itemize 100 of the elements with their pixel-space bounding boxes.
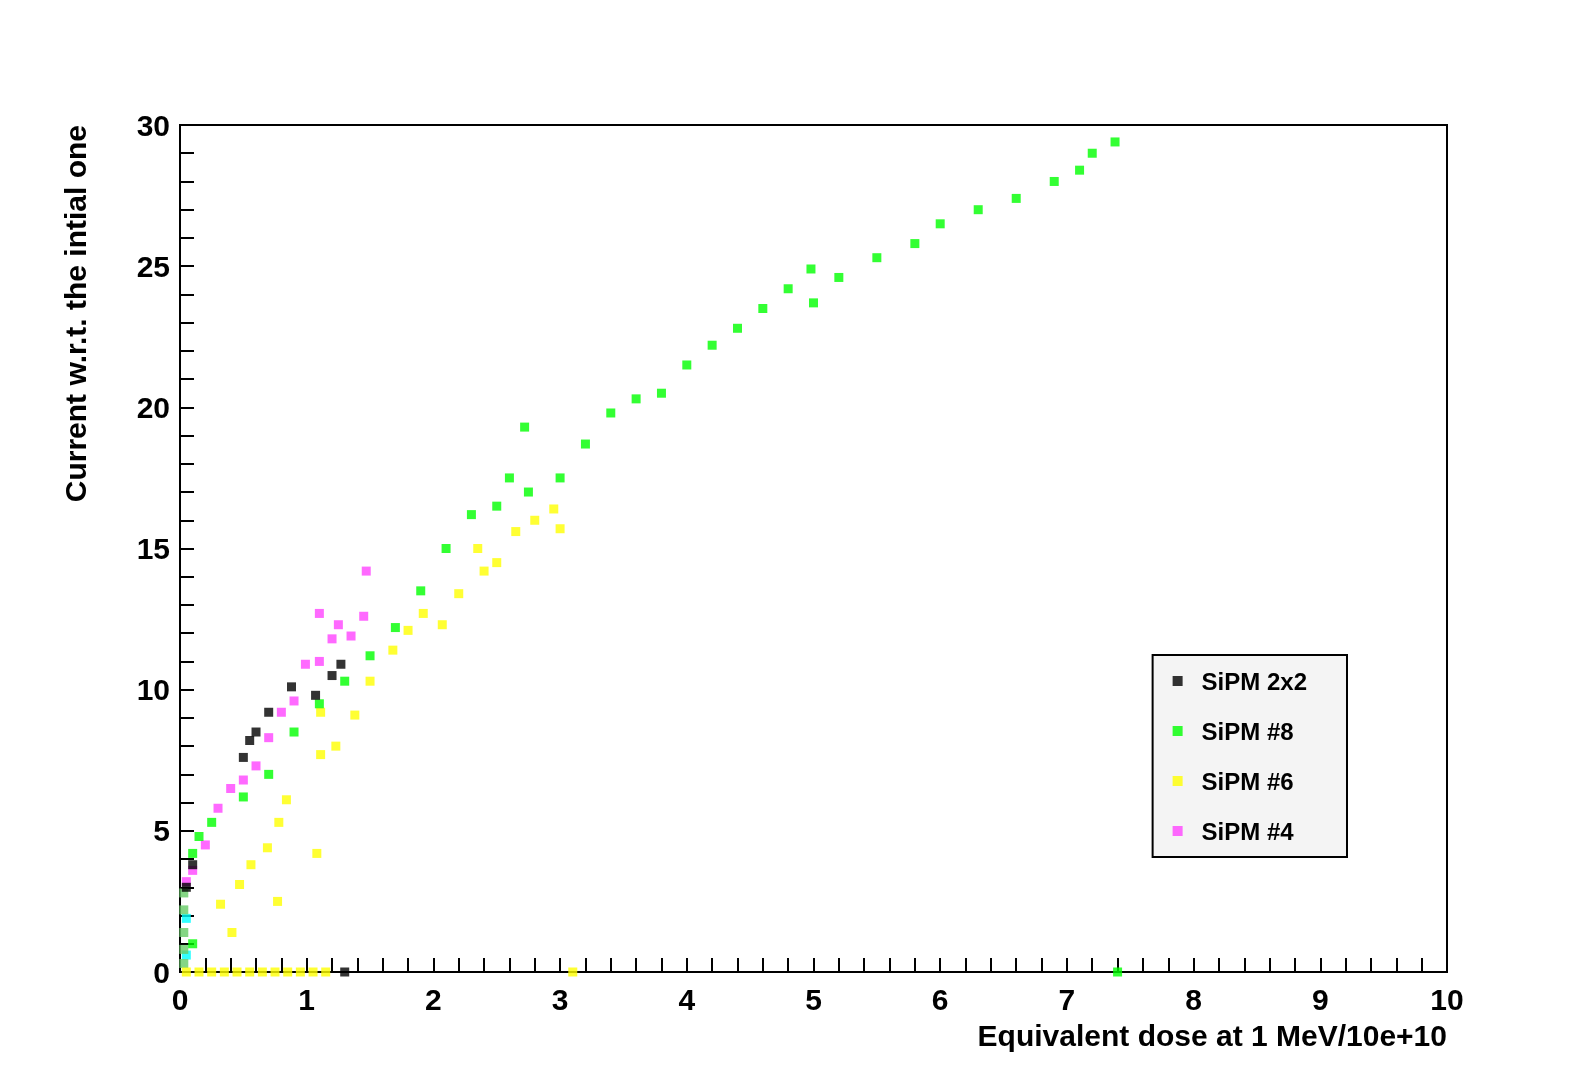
- point: [504, 473, 514, 483]
- point: [281, 795, 291, 805]
- point: [300, 659, 310, 669]
- y-tick-label: 5: [153, 814, 170, 848]
- point: [1075, 165, 1085, 175]
- point: [1049, 176, 1059, 186]
- point: [454, 589, 464, 599]
- point: [1110, 137, 1120, 147]
- y-tick-label: 30: [136, 108, 170, 142]
- point: [316, 707, 326, 717]
- point: [283, 967, 293, 977]
- point: [227, 927, 237, 937]
- point: [568, 967, 578, 977]
- point: [321, 967, 331, 977]
- point: [312, 848, 322, 858]
- point: [555, 524, 565, 534]
- point: [287, 682, 296, 692]
- point: [188, 860, 198, 870]
- point: [200, 840, 210, 850]
- point: [441, 544, 451, 553]
- point: [264, 707, 274, 717]
- y-tick-label: 25: [136, 249, 170, 283]
- point: [194, 967, 204, 977]
- point: [245, 735, 255, 745]
- point: [311, 690, 321, 700]
- point: [872, 253, 882, 263]
- point: [179, 905, 189, 915]
- point: [179, 959, 189, 969]
- point: [232, 967, 242, 977]
- y-axis-title: Current w.r.t. the intial one: [58, 124, 92, 503]
- point: [656, 388, 666, 398]
- point: [523, 487, 533, 497]
- point: [238, 752, 248, 762]
- point: [216, 899, 226, 909]
- point: [732, 323, 742, 333]
- point: [1011, 193, 1021, 203]
- point: [359, 611, 369, 621]
- point: [365, 651, 375, 661]
- point: [806, 264, 816, 274]
- point: [238, 792, 248, 802]
- x-tick-label: 3: [551, 982, 569, 1016]
- x-tick-label: 7: [1058, 982, 1076, 1016]
- point: [365, 676, 375, 686]
- point: [511, 527, 521, 537]
- point: [783, 284, 793, 294]
- point: [910, 239, 920, 249]
- point: [631, 394, 641, 404]
- point: [606, 408, 616, 418]
- legend-label: SiPM #4: [1201, 817, 1295, 845]
- point: [530, 515, 540, 525]
- point: [295, 967, 305, 977]
- point: [350, 710, 360, 720]
- point: [1113, 967, 1123, 977]
- point: [314, 656, 324, 666]
- point: [314, 699, 324, 709]
- x-tick-label: 6: [931, 982, 949, 1016]
- point: [479, 566, 489, 576]
- point: [264, 733, 274, 743]
- point: [834, 272, 844, 282]
- point: [1087, 148, 1097, 158]
- y-tick-label: 10: [136, 673, 170, 707]
- point: [179, 944, 189, 954]
- point: [473, 544, 483, 553]
- point: [340, 967, 350, 977]
- point: [213, 803, 223, 813]
- x-tick-label: 1: [298, 982, 316, 1016]
- point: [289, 727, 299, 737]
- point: [340, 676, 350, 686]
- point: [316, 750, 326, 760]
- point: [188, 848, 198, 858]
- point: [331, 741, 341, 751]
- x-tick-label: 9: [1311, 982, 1329, 1016]
- point: [273, 896, 283, 906]
- point: [346, 631, 356, 641]
- point: [418, 608, 428, 618]
- point: [235, 879, 245, 889]
- point: [219, 967, 229, 977]
- point: [809, 298, 818, 308]
- point: [179, 927, 189, 937]
- point: [188, 939, 198, 949]
- y-tick-label: 20: [136, 390, 170, 424]
- point: [181, 913, 191, 923]
- x-tick-label: 2: [425, 982, 442, 1016]
- point: [437, 620, 447, 630]
- x-tick-label: 5: [805, 982, 822, 1016]
- point: [520, 422, 530, 432]
- point: [416, 586, 426, 596]
- point: [264, 769, 274, 779]
- point: [682, 360, 692, 370]
- point: [257, 967, 267, 977]
- point: [245, 967, 255, 977]
- x-tick-label: 4: [678, 982, 696, 1016]
- point: [549, 504, 559, 514]
- point: [580, 439, 590, 449]
- point: [973, 205, 983, 215]
- x-tick-label: 8: [1185, 982, 1202, 1016]
- point: [935, 219, 945, 229]
- x-axis-title: Equivalent dose at 1 MeV/10e+10: [977, 1018, 1447, 1052]
- legend-label: SiPM #8: [1201, 717, 1294, 745]
- point: [758, 304, 768, 314]
